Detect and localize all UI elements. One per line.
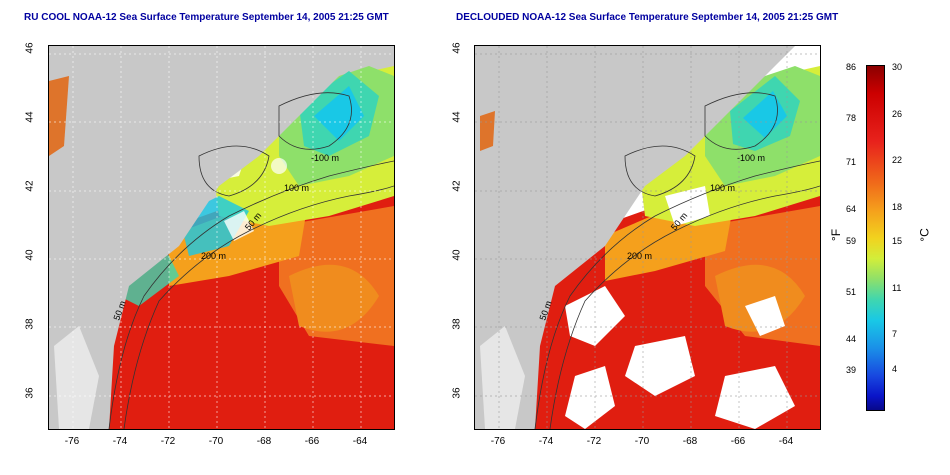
y-tick-label: 36 (451, 387, 463, 399)
contour-label: -100 m (737, 153, 765, 163)
x-tick-label: -74 (538, 436, 554, 447)
x-tick-label: -76 (64, 436, 80, 447)
x-tick-label: -72 (160, 436, 176, 447)
colorbar-c-tick: 18 (892, 202, 903, 212)
x-tick-label: -64 (778, 436, 794, 447)
x-tick-label: -72 (586, 436, 602, 447)
x-tick-label: -68 (682, 436, 698, 447)
colorbar-c-tick: 4 (892, 364, 898, 374)
contour-label: 100 m (284, 183, 309, 193)
colorbar-f-tick: 86 (846, 62, 857, 72)
x-tick-label: -66 (730, 436, 746, 447)
colorbar-f-tick: 59 (846, 236, 857, 246)
colorbar-f-tick: 78 (846, 113, 857, 123)
contour-label: 200 m (201, 251, 226, 261)
colorbar-c-tick: 7 (892, 329, 898, 339)
contour-label: 200 m (627, 251, 652, 261)
colorbar-c-tick: 26 (892, 109, 903, 119)
x-tick-label: -76 (490, 436, 506, 447)
colorbar-c-tick: 15 (892, 236, 903, 246)
y-tick-label: 36 (24, 387, 36, 399)
colorbar-f-tick: 64 (846, 204, 857, 214)
y-tick-label: 44 (24, 111, 36, 123)
y-tick-label: 42 (451, 180, 463, 192)
right-panel-title: DECLOUDED NOAA-12 Sea Surface Temperatur… (456, 12, 839, 23)
x-tick-label: -70 (208, 436, 224, 447)
colorbar-c-tick: 11 (892, 283, 902, 293)
colorbar-f-tick: 39 (846, 365, 857, 375)
sst-map-right: -100 m 100 m 50 m 200 m 50 m (474, 45, 821, 430)
colorbar-unit-f: °F (829, 228, 844, 242)
left-panel-title: RU COOL NOAA-12 Sea Surface Temperature … (24, 12, 389, 23)
y-tick-label: 40 (451, 249, 463, 261)
contour-label: -100 m (311, 153, 339, 163)
sst-map-left-graphic: -100 m 100 m 50 m 200 m 50 m (49, 46, 394, 429)
y-tick-label: 46 (451, 42, 463, 54)
temperature-colorbar (866, 65, 885, 411)
x-tick-label: -64 (352, 436, 368, 447)
y-tick-label: 42 (24, 180, 36, 192)
sst-map-left: -100 m 100 m 50 m 200 m 50 m (48, 45, 395, 430)
colorbar-unit-c: °C (917, 228, 932, 242)
x-tick-label: -74 (112, 436, 128, 447)
colorbar-c-tick: 22 (892, 155, 903, 165)
x-tick-label: -68 (256, 436, 272, 447)
sst-map-right-graphic: -100 m 100 m 50 m 200 m 50 m (475, 46, 820, 429)
colorbar-f-tick: 51 (846, 287, 857, 297)
x-tick-label: -66 (304, 436, 320, 447)
contour-label: 100 m (710, 183, 735, 193)
y-tick-label: 44 (451, 111, 463, 123)
y-tick-label: 46 (24, 42, 36, 54)
x-tick-label: -70 (634, 436, 650, 447)
colorbar-f-tick: 44 (846, 334, 857, 344)
colorbar-f-tick: 71 (846, 157, 857, 167)
y-tick-label: 38 (451, 318, 463, 330)
colorbar-c-tick: 30 (892, 62, 903, 72)
y-tick-label: 38 (24, 318, 36, 330)
y-tick-label: 40 (24, 249, 36, 261)
